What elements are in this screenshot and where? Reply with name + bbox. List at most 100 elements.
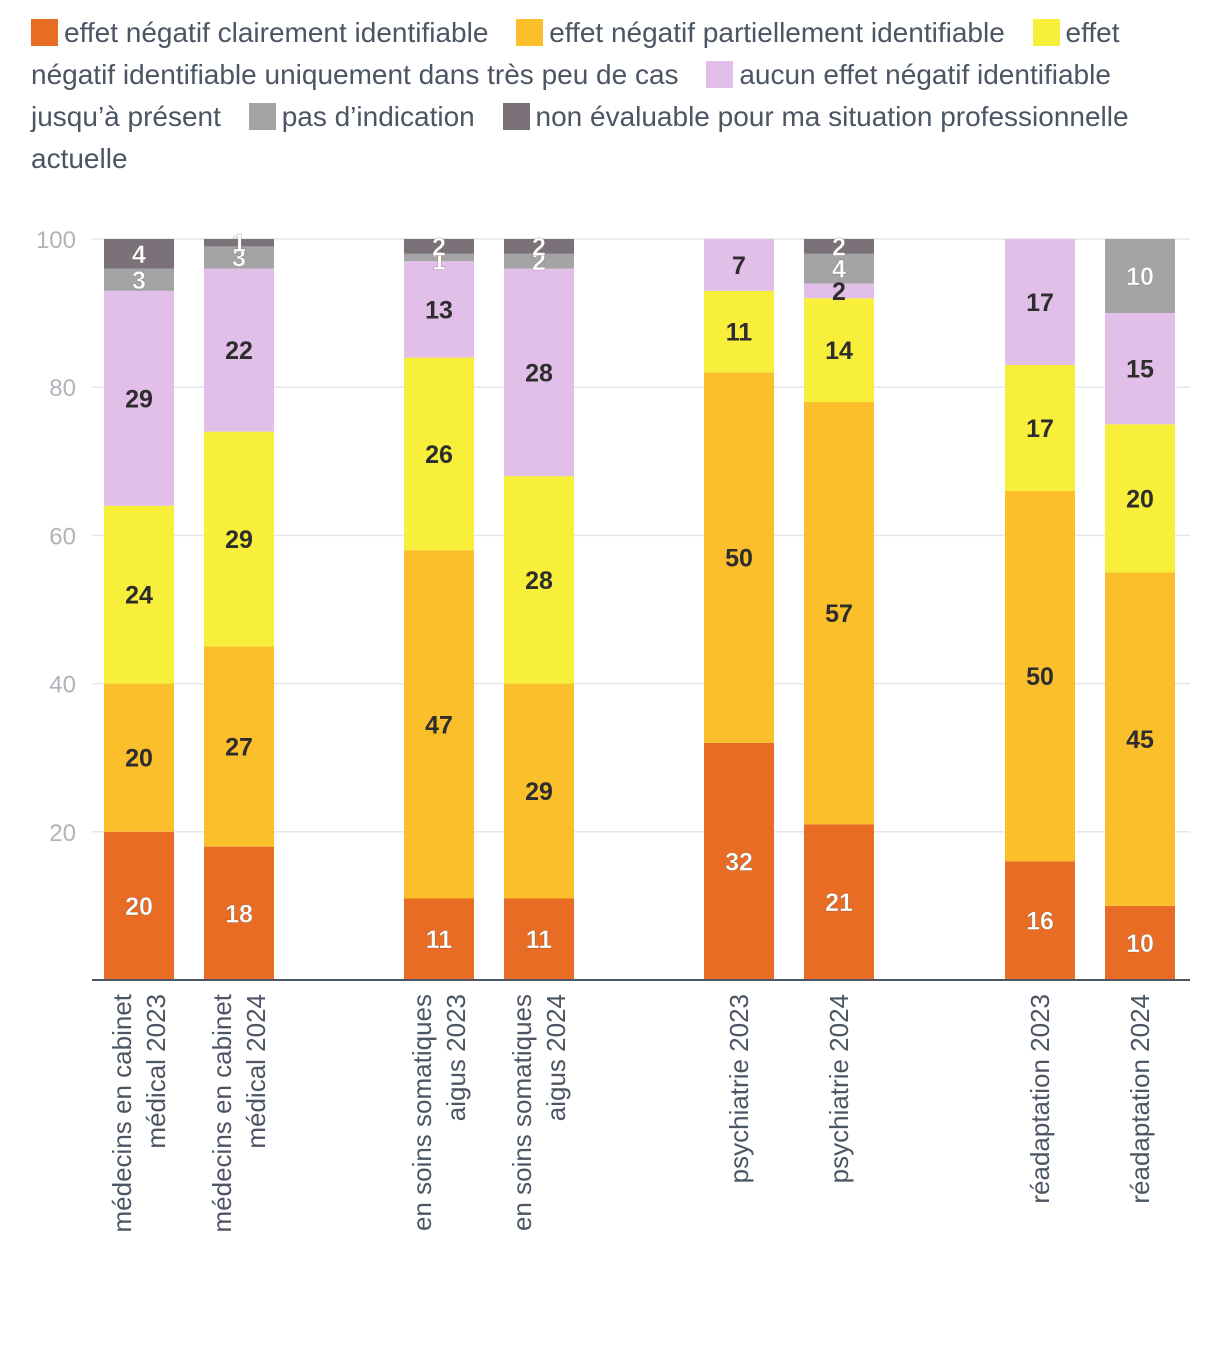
- legend-label: pas d’indication: [281, 101, 475, 132]
- bar-segment: [704, 742, 774, 980]
- x-category-label: en soins somatiques: [407, 994, 437, 1231]
- y-tick-label: 100: [36, 227, 76, 254]
- data-label: 15: [1126, 356, 1154, 384]
- bar-segment: [1105, 313, 1175, 425]
- data-label: 1: [232, 230, 246, 258]
- data-label: 29: [125, 385, 153, 413]
- bar-segment: [504, 898, 574, 980]
- bar-segment: [1005, 239, 1075, 365]
- bar-segment: [1005, 364, 1075, 491]
- data-label: 4: [132, 241, 146, 269]
- data-label: 2: [832, 233, 846, 261]
- bar-segment: [804, 402, 874, 825]
- legend-swatch: [1032, 19, 1060, 46]
- bar-segment: [404, 550, 474, 899]
- bar-segment: [804, 824, 874, 980]
- data-label: 14: [825, 337, 853, 365]
- y-tick-label: 60: [49, 523, 76, 550]
- bar-segment: [504, 268, 574, 477]
- data-label: 17: [1026, 415, 1054, 443]
- data-label: 26: [425, 441, 453, 469]
- legend-item: non évaluable pour ma situation professi…: [31, 101, 1129, 174]
- data-label: 18: [225, 900, 253, 928]
- bar-segment: [204, 239, 274, 247]
- bar-segment: [404, 253, 474, 262]
- bar-segment: [704, 239, 774, 291]
- bar-segment: [204, 846, 274, 980]
- data-label: 11: [426, 926, 453, 954]
- legend-item: effet négatif partiellement identifiable: [516, 17, 1005, 48]
- data-label: 57: [825, 600, 853, 628]
- bar-segment: [404, 898, 474, 980]
- data-label: 24: [125, 582, 153, 610]
- bar-segment: [204, 431, 274, 647]
- bar-segment: [804, 298, 874, 403]
- x-category-label: psychiatrie 2024: [824, 994, 854, 1183]
- bar-segment: [404, 261, 474, 358]
- bar-segment: [1105, 424, 1175, 573]
- data-label: 7: [732, 252, 746, 280]
- data-label: 10: [1126, 263, 1154, 291]
- bar-segment: [504, 683, 574, 899]
- data-label: 3: [232, 245, 246, 273]
- legend-item: effet négatif identifiable uniquement da…: [31, 17, 1120, 90]
- bar-segment: [704, 290, 774, 373]
- data-label: 4: [832, 256, 846, 284]
- bar-segment: [1105, 239, 1175, 314]
- data-label: 20: [125, 893, 153, 921]
- data-label: 22: [225, 337, 253, 365]
- data-label: 20: [1126, 485, 1154, 513]
- bar-segment: [104, 505, 174, 684]
- data-label: 29: [525, 778, 553, 806]
- data-label: 3: [132, 267, 146, 295]
- data-label: 10: [1126, 930, 1154, 958]
- bar-segment: [504, 476, 574, 684]
- x-category-label: médecins en cabinet: [107, 993, 137, 1232]
- legend-item: effet négatif clairement identifiable: [31, 17, 488, 48]
- data-label: 11: [726, 319, 753, 347]
- bar-segment: [704, 372, 774, 743]
- bars: 2020242934182729223111472613121129282822…: [104, 229, 1175, 980]
- bar-segment: [804, 239, 874, 254]
- x-category-label: en soins somatiques: [507, 994, 537, 1231]
- x-axis: médecins en cabinet médical 2023 médecins …: [107, 993, 1155, 1232]
- x-category-label: aigus 2024: [541, 994, 571, 1121]
- legend-swatch: [502, 103, 530, 130]
- y-tick-label: 80: [49, 375, 76, 402]
- bar-segment: [104, 268, 174, 291]
- bar-segment: [804, 253, 874, 284]
- legend: effet négatif clairement identifiable ef…: [31, 12, 1201, 180]
- bar-segment: [1005, 490, 1075, 862]
- bar-segment: [104, 290, 174, 506]
- bar-segment: [1105, 905, 1175, 980]
- x-category-label: médical 2023: [141, 994, 171, 1149]
- x-category-label: réadaptation 2024: [1125, 994, 1155, 1204]
- data-label: 29: [225, 526, 253, 554]
- legend-swatch: [706, 61, 734, 88]
- bar-segment: [804, 283, 874, 299]
- data-label: 2: [432, 233, 446, 261]
- legend-label: effet négatif partiellement identifiable: [549, 17, 1005, 48]
- data-label: 13: [425, 296, 453, 324]
- bar-segment: [504, 253, 574, 269]
- x-category-label: médical 2024: [241, 994, 271, 1149]
- bar-segment: [504, 239, 574, 254]
- data-label: 17: [1026, 289, 1054, 317]
- legend-swatch: [31, 19, 58, 46]
- data-label: 1: [432, 247, 446, 275]
- data-label: 27: [225, 734, 253, 762]
- data-label: 2: [832, 278, 846, 306]
- bar-segment: [104, 683, 174, 832]
- data-label: 11: [526, 926, 553, 954]
- bar-segment: [404, 357, 474, 551]
- bar-segment: [104, 831, 174, 980]
- bar-segment: [204, 246, 274, 269]
- legend-label: non évaluable pour ma situation professi…: [31, 101, 1129, 174]
- y-axis: 20 40 60 80 100: [36, 227, 76, 847]
- data-label: 47: [425, 711, 453, 739]
- bar-segment: [404, 239, 474, 254]
- legend-label: effet négatif identifiable uniquement da…: [31, 17, 1120, 90]
- data-label: 50: [725, 545, 753, 573]
- data-label: 2: [532, 233, 546, 261]
